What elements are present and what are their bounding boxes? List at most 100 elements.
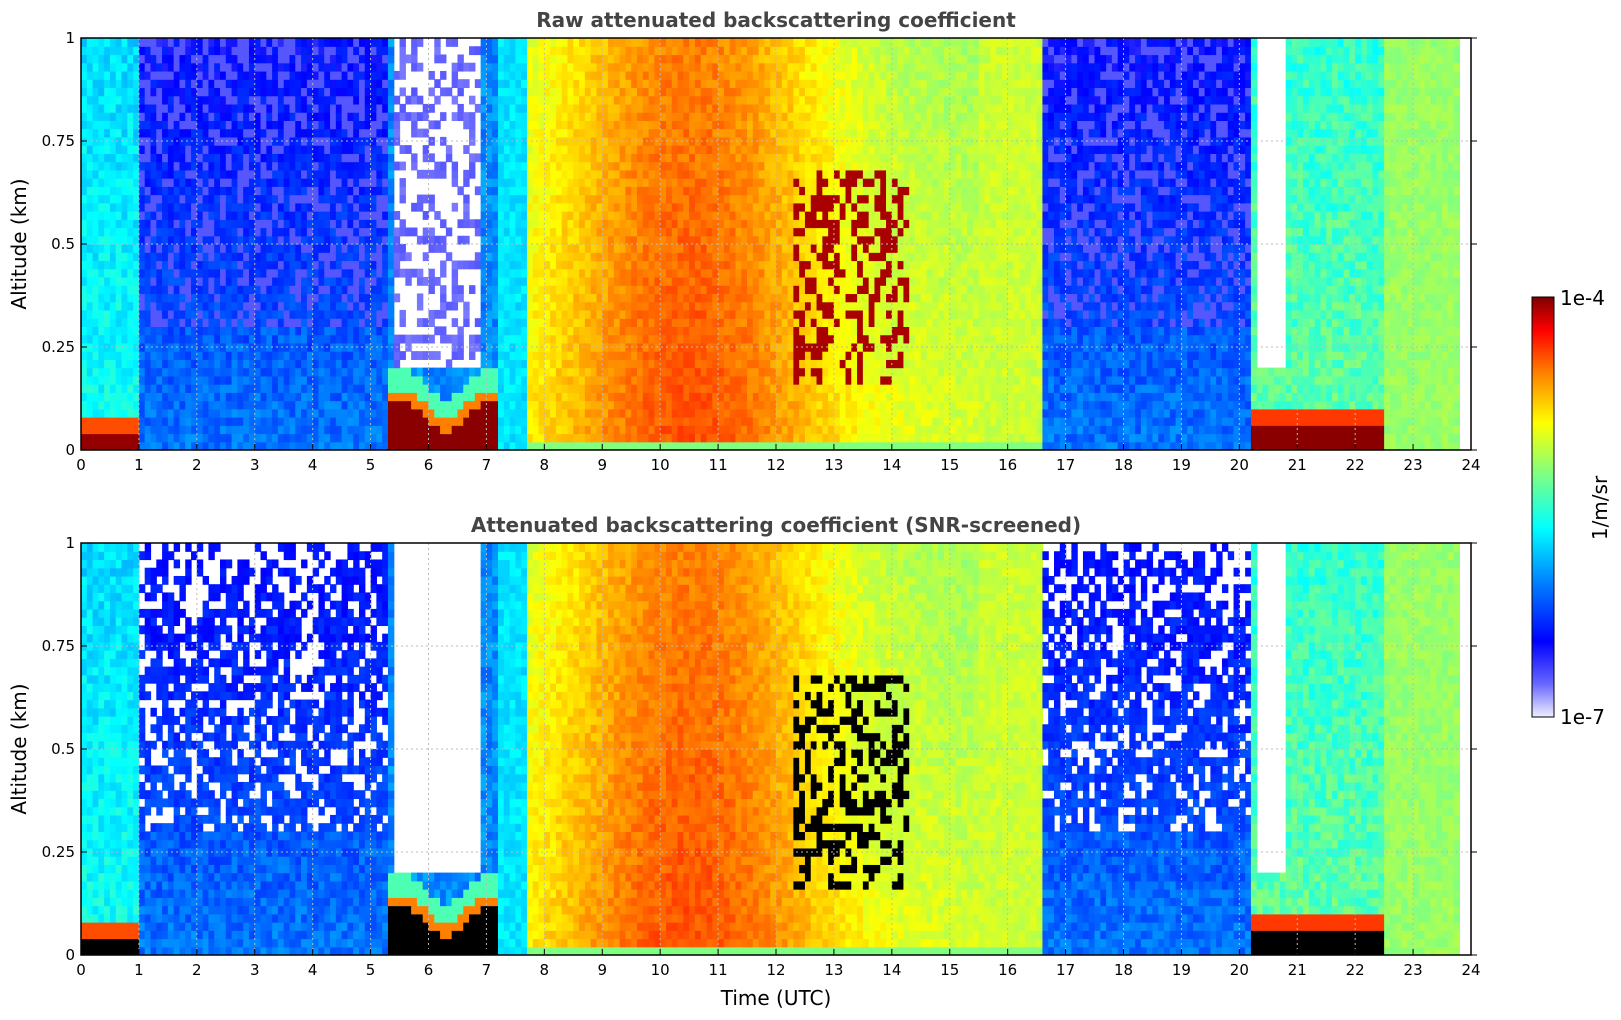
heatmap-cell	[289, 268, 296, 278]
heatmap-cell	[503, 62, 511, 72]
heatmap-cell	[312, 276, 320, 286]
heatmap-cell	[359, 309, 366, 319]
heatmap-cell	[243, 268, 250, 278]
heatmap-cell	[608, 169, 615, 179]
heatmap-cell	[243, 178, 250, 187]
heatmap-cell	[370, 293, 377, 303]
heatmap-cell	[359, 359, 366, 369]
heatmap-cell	[555, 375, 563, 385]
heatmap-cell	[353, 268, 360, 278]
heatmap-cell	[671, 136, 679, 146]
heatmap-cell	[463, 79, 470, 89]
heatmap-cell	[480, 293, 488, 303]
heatmap-cell	[330, 95, 337, 105]
heatmap-cell	[133, 70, 140, 80]
heatmap-cell	[353, 400, 360, 410]
heatmap-cell	[567, 309, 574, 319]
heatmap-cell	[689, 318, 696, 327]
heatmap-cell	[150, 186, 157, 196]
heatmap-cell	[301, 359, 308, 369]
heatmap-cell	[393, 227, 401, 237]
heatmap-cell	[254, 169, 262, 179]
heatmap-cell	[631, 87, 638, 97]
heatmap-cell	[683, 211, 690, 220]
heatmap-cell	[671, 408, 679, 418]
heatmap-cell	[208, 276, 215, 286]
heatmap-cell	[532, 367, 540, 377]
heatmap-cell	[492, 62, 499, 72]
heatmap-cell	[156, 367, 163, 377]
heatmap-cell	[480, 178, 488, 187]
heatmap-cell	[86, 169, 94, 179]
heatmap-cell	[254, 318, 262, 327]
heatmap-cell	[602, 293, 609, 303]
heatmap-cell	[573, 194, 580, 204]
heatmap-cell	[335, 38, 343, 47]
heatmap-cell	[225, 79, 233, 89]
heatmap-cell	[555, 194, 563, 204]
heatmap-cell	[92, 79, 99, 89]
heatmap-cell	[480, 351, 488, 360]
heatmap-cell	[579, 268, 586, 278]
heatmap-cell	[104, 375, 111, 385]
heatmap-cell	[579, 54, 586, 64]
heatmap-cell	[561, 161, 569, 171]
heatmap-cell	[330, 186, 337, 196]
heatmap-cell	[526, 252, 534, 262]
heatmap-cell	[509, 252, 516, 262]
heatmap-cell	[596, 161, 603, 171]
heatmap-cell	[521, 136, 528, 146]
heatmap-cell	[602, 351, 609, 360]
heatmap-cell	[590, 54, 598, 64]
heatmap-cell	[301, 309, 308, 319]
heatmap-cell	[359, 276, 366, 286]
heatmap-cell	[144, 70, 152, 80]
heatmap-cell	[434, 351, 441, 360]
heatmap-cell	[109, 178, 117, 187]
heatmap-cell	[353, 62, 360, 72]
heatmap-cell	[185, 268, 192, 278]
heatmap-cell	[202, 425, 210, 435]
heatmap-cell	[619, 359, 627, 369]
heatmap-cell	[121, 79, 128, 89]
heatmap-cell	[121, 384, 128, 393]
heatmap-cell	[665, 309, 673, 319]
heatmap-cell	[492, 112, 499, 121]
heatmap-cell	[289, 334, 296, 344]
heatmap-cell	[451, 425, 459, 435]
heatmap-cell	[138, 120, 146, 130]
heatmap-cell	[503, 161, 511, 171]
heatmap-cell	[162, 54, 169, 64]
heatmap-cell	[428, 120, 435, 130]
heatmap-cell	[486, 252, 493, 262]
heatmap-cell	[109, 87, 117, 97]
heatmap-cell	[665, 359, 673, 369]
heatmap-cell	[347, 334, 354, 344]
heatmap-cell	[173, 87, 181, 97]
heatmap-cell	[150, 359, 157, 369]
heatmap-cell	[555, 136, 563, 146]
heatmap-cell	[272, 194, 279, 204]
heatmap-cell	[521, 178, 528, 187]
heatmap-cell	[295, 285, 302, 295]
heatmap-cell	[347, 194, 354, 204]
heatmap-cell	[359, 194, 366, 204]
heatmap-cell	[387, 120, 395, 130]
heatmap-cell	[631, 392, 638, 402]
heatmap-cell	[561, 326, 569, 336]
heatmap-cell	[272, 309, 279, 319]
heatmap-cell	[121, 54, 128, 64]
heatmap-cell	[654, 227, 661, 237]
heatmap-cell	[399, 54, 406, 64]
heatmap-cell	[359, 235, 366, 245]
heatmap-cell	[109, 268, 117, 278]
heatmap-cell	[208, 441, 215, 450]
heatmap-cell	[561, 202, 569, 212]
heatmap-cell	[619, 417, 627, 426]
heatmap-cell	[144, 318, 152, 327]
heatmap-cell	[689, 375, 696, 385]
heatmap-cell	[231, 425, 238, 435]
heatmap-cell	[550, 161, 557, 171]
heatmap-cell	[492, 359, 499, 369]
heatmap-cell	[231, 136, 238, 146]
